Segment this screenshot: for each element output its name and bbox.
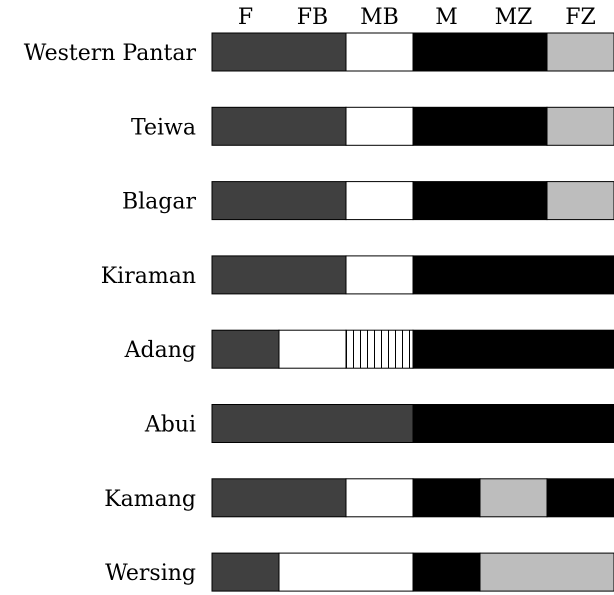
language-label: Western Pantar (24, 41, 197, 66)
column-label-m: M (435, 5, 458, 30)
segment-black (412, 181, 548, 221)
language-row: Adang (124, 329, 614, 369)
segment-white (345, 255, 414, 295)
language-row: Western Pantar (24, 32, 614, 72)
segment-dark-gray (211, 329, 280, 369)
segment-white (278, 552, 414, 592)
language-label: Abui (144, 413, 196, 438)
language-row: Kamang (104, 478, 614, 518)
segment-dark-gray (211, 404, 414, 443)
segment-dark-gray (211, 552, 280, 592)
column-label-mb: MB (360, 5, 399, 30)
segment-dark-gray (211, 255, 347, 295)
language-label: Kamang (104, 487, 196, 512)
language-label: Adang (124, 338, 196, 363)
segment-dark-gray (211, 32, 347, 72)
language-label: Kiraman (101, 264, 196, 289)
language-rows: Western Pantar Teiwa Blagar Kiraman Adang Abu… (24, 32, 614, 592)
column-label-f: F (238, 5, 253, 30)
segment-black (546, 478, 614, 518)
segment-black (412, 329, 614, 369)
segment-light-gray (546, 32, 614, 72)
segment-black (412, 404, 614, 443)
segment-light-gray (479, 478, 548, 518)
language-row: Blagar (122, 181, 614, 221)
segment-white (345, 478, 414, 518)
segment-black (412, 32, 548, 72)
language-row: Wersing (105, 552, 614, 592)
segment-stripes (345, 329, 414, 369)
segment-white (345, 181, 414, 221)
segment-light-gray (546, 106, 614, 146)
segment-black (412, 552, 481, 592)
segment-dark-gray (211, 478, 347, 518)
language-label: Wersing (105, 561, 196, 586)
segment-dark-gray (211, 181, 347, 221)
segment-dark-gray (211, 106, 347, 146)
column-label-mz: MZ (495, 5, 533, 30)
column-label-fb: FB (297, 5, 328, 30)
language-label: Blagar (122, 190, 197, 215)
column-labels: F FB MB M MZ FZ (238, 5, 596, 30)
segment-white (345, 106, 414, 146)
segment-white (345, 32, 414, 72)
language-row: Abui (144, 404, 614, 443)
segment-light-gray (479, 552, 614, 592)
language-row: Teiwa (131, 106, 614, 146)
segment-black (412, 478, 481, 518)
segment-black (412, 255, 614, 295)
language-label: Teiwa (131, 115, 196, 140)
segment-light-gray (546, 181, 614, 221)
language-row: Kiraman (101, 255, 614, 295)
segment-black (412, 106, 548, 146)
segment-white (278, 329, 347, 369)
column-label-fz: FZ (565, 5, 596, 30)
